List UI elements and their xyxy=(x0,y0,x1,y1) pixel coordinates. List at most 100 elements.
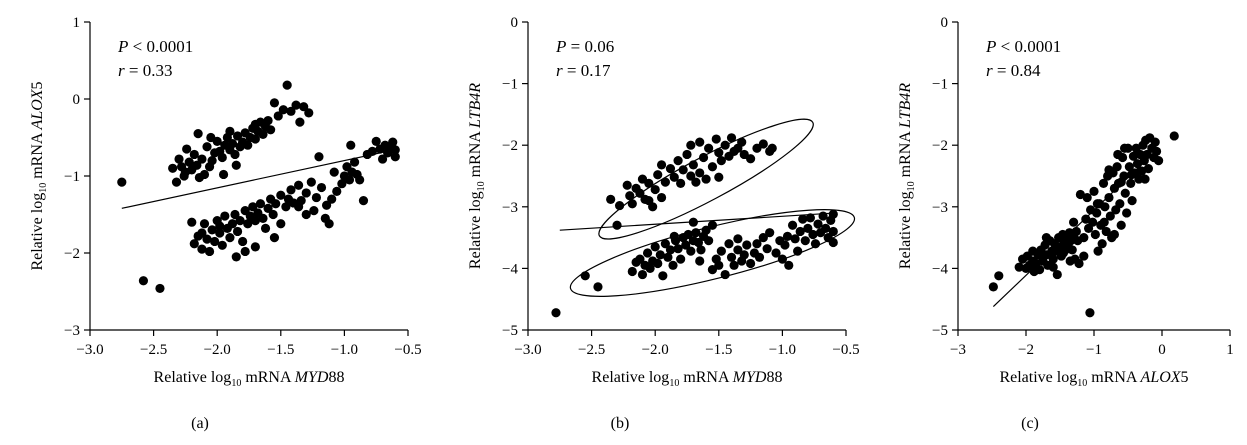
x-tick-label: −3.0 xyxy=(76,342,103,358)
data-point xyxy=(215,221,225,231)
data-point xyxy=(784,260,794,270)
data-point xyxy=(294,202,304,212)
data-point xyxy=(828,237,838,248)
p-label: P xyxy=(555,37,566,56)
data-point xyxy=(202,142,212,152)
data-point xyxy=(771,248,781,258)
data-point xyxy=(729,260,739,270)
axis-label-prefix: Relative log xyxy=(29,193,46,271)
data-point xyxy=(765,228,775,238)
data-point xyxy=(627,199,637,209)
data-point xyxy=(231,160,241,170)
data-point xyxy=(138,276,149,286)
data-point xyxy=(316,182,327,193)
data-point xyxy=(197,154,207,164)
data-point xyxy=(1126,178,1136,188)
y-axis-label: Relative log10 mRNA LTB4R xyxy=(897,83,917,269)
data-point xyxy=(321,200,332,210)
data-point xyxy=(217,152,227,163)
data-point xyxy=(828,209,838,219)
data-point xyxy=(762,244,772,254)
data-point xyxy=(691,228,701,238)
data-point xyxy=(1100,202,1110,212)
data-point xyxy=(1127,196,1137,206)
data-point xyxy=(704,143,714,153)
regression-line xyxy=(121,148,398,209)
data-point xyxy=(276,190,286,200)
axis-label-gene: ALOX xyxy=(1140,369,1182,386)
axis-label-gene: LTB4R xyxy=(467,83,484,129)
data-point xyxy=(669,172,679,182)
data-point xyxy=(754,252,765,262)
data-point xyxy=(238,236,248,247)
data-point xyxy=(232,131,243,141)
axis-label-sub: 10 xyxy=(38,183,49,193)
data-point xyxy=(650,184,660,195)
data-point xyxy=(248,202,258,212)
data-point xyxy=(637,269,648,280)
data-point xyxy=(635,188,645,198)
data-point xyxy=(155,283,165,294)
axis-label-prefix: Relative log xyxy=(154,369,232,386)
data-point xyxy=(695,137,705,147)
data-point xyxy=(273,111,283,121)
data-point xyxy=(1090,229,1100,240)
data-point xyxy=(258,129,268,140)
data-point xyxy=(665,245,676,255)
data-point xyxy=(726,133,737,143)
data-point xyxy=(1097,239,1107,249)
x-axis-label: Relative log10 mRNA MYD88 xyxy=(154,369,345,389)
data-point xyxy=(286,185,296,195)
p-text: = 0.06 xyxy=(566,37,614,56)
data-point xyxy=(324,219,334,229)
data-point xyxy=(625,191,635,201)
data-point xyxy=(1092,199,1102,209)
x-tick-label: −2 xyxy=(1018,342,1034,358)
data-point xyxy=(227,139,238,149)
data-point xyxy=(1052,269,1062,280)
p-text: < 0.0001 xyxy=(128,37,193,56)
data-point xyxy=(1109,229,1119,240)
x-tick-label: −2.5 xyxy=(140,342,167,358)
data-point xyxy=(758,233,768,243)
data-point xyxy=(733,234,743,244)
data-point xyxy=(349,157,360,167)
data-point xyxy=(813,219,823,229)
data-point xyxy=(1113,149,1123,160)
y-tick-label: 0 xyxy=(511,15,519,31)
data-point xyxy=(1120,188,1130,198)
data-point xyxy=(306,177,316,187)
data-point xyxy=(197,244,207,254)
data-point xyxy=(716,156,726,166)
data-point xyxy=(294,180,304,190)
y-tick-label: −1 xyxy=(502,77,518,93)
data-point xyxy=(668,260,678,270)
data-point xyxy=(266,125,276,135)
data-point xyxy=(1104,192,1114,203)
data-point xyxy=(720,269,730,280)
data-point xyxy=(716,246,726,256)
p-value-text: P < 0.0001 xyxy=(117,37,193,56)
data-point xyxy=(580,271,590,281)
y-tick-label: −3 xyxy=(932,200,948,216)
data-point xyxy=(1041,233,1051,243)
data-point xyxy=(243,140,253,150)
data-point xyxy=(614,200,625,211)
data-point xyxy=(803,223,813,233)
data-point xyxy=(377,154,388,164)
data-point xyxy=(263,115,273,126)
x-tick-label: −2.0 xyxy=(642,342,669,358)
data-point xyxy=(1150,137,1160,147)
data-point xyxy=(798,214,808,224)
r-value-text: r = 0.84 xyxy=(986,61,1041,80)
r-text: = 0.84 xyxy=(993,61,1041,80)
axis-label-prefix: Relative log xyxy=(897,191,914,269)
data-point xyxy=(206,132,216,143)
axis-label-middle: mRNA xyxy=(241,369,294,386)
axis-label-sub: 10 xyxy=(476,181,487,191)
data-point xyxy=(255,199,266,209)
y-tick-label: −4 xyxy=(932,261,948,277)
data-point xyxy=(821,223,831,233)
y-tick-label: −1 xyxy=(64,169,80,185)
data-point xyxy=(693,237,704,248)
